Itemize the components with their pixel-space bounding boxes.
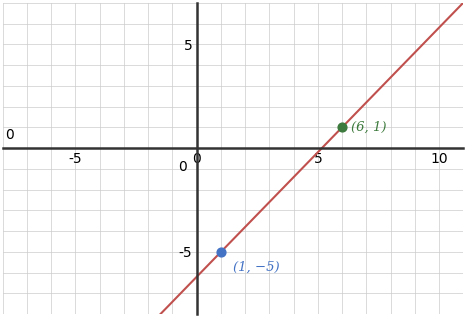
Text: 0: 0 (178, 159, 187, 173)
Text: 0: 0 (5, 128, 14, 142)
Text: (6, 1): (6, 1) (350, 120, 386, 133)
Text: (1, −5): (1, −5) (233, 261, 280, 274)
Point (217, 249, 225, 255)
Point (338, 125, 346, 130)
